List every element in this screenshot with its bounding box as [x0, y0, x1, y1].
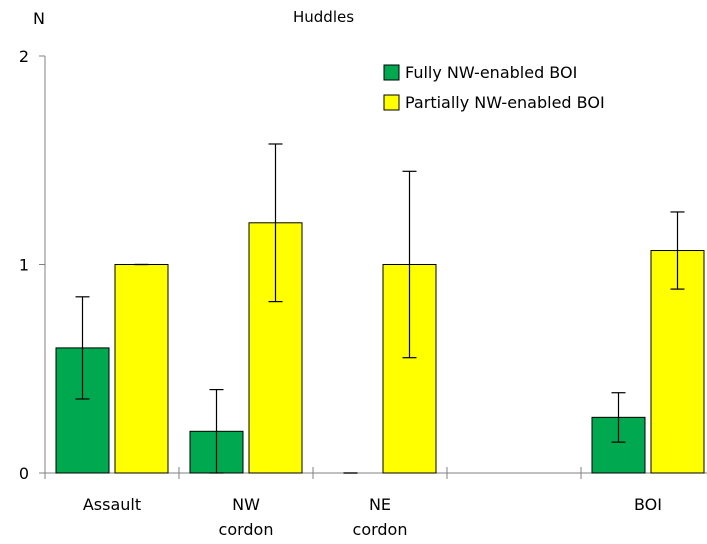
bar [55, 347, 110, 474]
x-tick-label: BOI [634, 495, 662, 514]
legend-label: Fully NW-enabled BOI [405, 63, 577, 82]
bar [114, 264, 169, 474]
legend-swatch [383, 64, 400, 81]
x-tick-label: cordon [353, 520, 408, 539]
chart-title: Huddles [293, 8, 354, 26]
x-tick-label: cordon [219, 520, 274, 539]
x-tick-label: NW [232, 495, 260, 514]
error-bars [75, 143, 685, 474]
legend: Fully NW-enabled BOI Partially NW-enabled… [383, 63, 605, 112]
bars [55, 222, 705, 474]
y-tick-label: 2 [19, 47, 29, 66]
y-tick-label: 1 [19, 256, 29, 275]
x-tick-label: Assault [83, 495, 141, 514]
y-tick-label: 0 [19, 464, 29, 483]
legend-swatch [383, 94, 400, 111]
legend-label: Partially NW-enabled BOI [405, 93, 605, 112]
y-axis-label: N [33, 9, 45, 28]
x-tick-label: NE [369, 495, 391, 514]
